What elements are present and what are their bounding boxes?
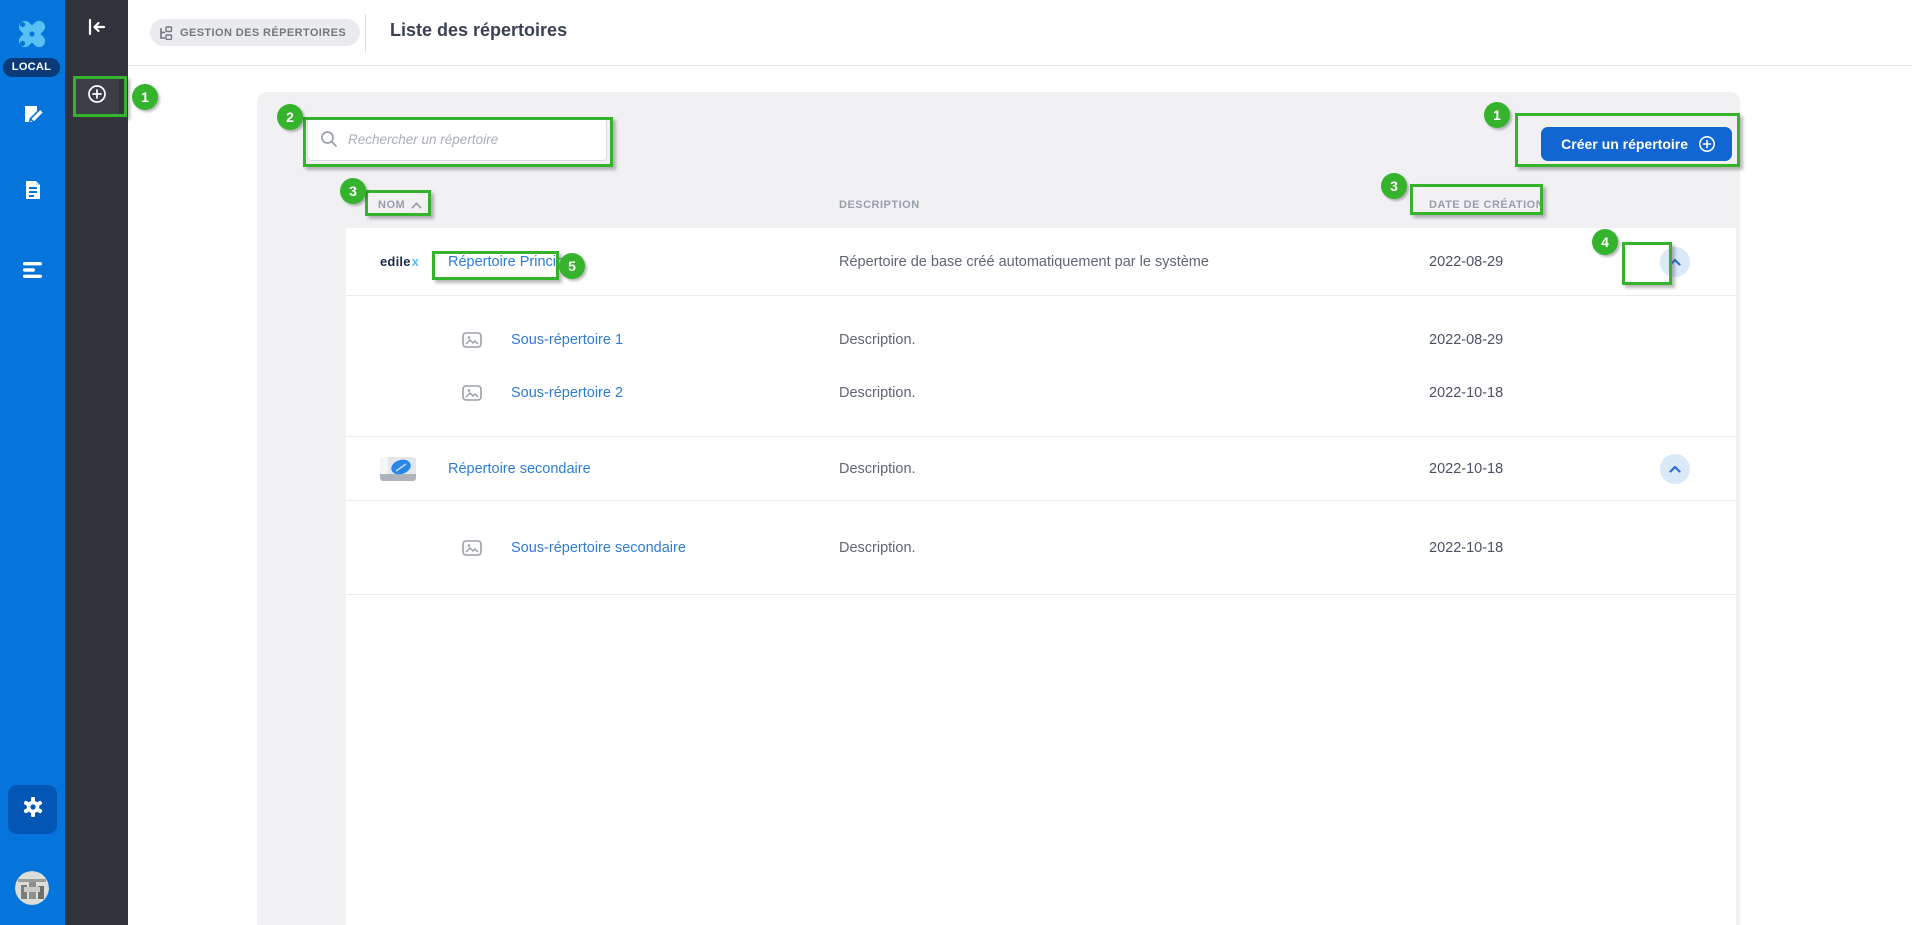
directory-description: Description. bbox=[839, 539, 916, 556]
search-field-wrap bbox=[307, 117, 607, 161]
primary-sidebar: LOCAL bbox=[0, 0, 65, 925]
column-header-nom[interactable]: NOM bbox=[346, 199, 839, 211]
chevron-up-icon bbox=[1669, 465, 1681, 473]
plus-circle-icon bbox=[87, 84, 107, 109]
settings-button[interactable] bbox=[8, 785, 57, 834]
picture-icon bbox=[462, 539, 482, 556]
directory-link[interactable]: Sous-répertoire 1 bbox=[511, 331, 624, 348]
module-badge-label: GESTION DES RÉPERTOIRES bbox=[180, 26, 347, 39]
secondary-sidebar bbox=[65, 0, 128, 925]
column-header-date-creation[interactable]: DATE DE CRÉATION bbox=[1429, 199, 1545, 211]
collapse-row-button[interactable] bbox=[1660, 453, 1690, 484]
directory-date: 2022-08-29 bbox=[1429, 253, 1504, 270]
edilex-text-logo: edile x bbox=[380, 254, 419, 269]
document-icon[interactable] bbox=[0, 168, 65, 212]
directories-panel: Créer un répertoire NOM DESCRIPTION DATE… bbox=[257, 92, 1740, 925]
header-divider bbox=[365, 14, 366, 52]
search-icon bbox=[320, 130, 338, 153]
module-badge[interactable]: GESTION DES RÉPERTOIRES bbox=[150, 19, 361, 46]
table-row: Sous-répertoire 2 Description. 2022-10-1… bbox=[346, 366, 1736, 419]
page-title: Liste des répertoires bbox=[390, 20, 568, 40]
edilex-logo-icon[interactable] bbox=[12, 14, 52, 54]
photo-thumbnail bbox=[380, 456, 448, 481]
directory-date: 2022-10-18 bbox=[1429, 539, 1504, 556]
column-header-description: DESCRIPTION bbox=[839, 199, 920, 211]
subdirectory-group: Sous-répertoire 1 Description. 2022-08-2… bbox=[346, 296, 1736, 437]
directory-date: 2022-10-18 bbox=[1429, 460, 1504, 477]
gear-icon bbox=[22, 796, 44, 823]
chevron-up-icon bbox=[411, 201, 422, 209]
edit-document-icon[interactable] bbox=[0, 93, 65, 137]
annotation-badge: 1 bbox=[132, 84, 158, 110]
table-row: edile x Répertoire Principal Répertoire d… bbox=[346, 228, 1736, 296]
directory-link[interactable]: Sous-répertoire 2 bbox=[511, 384, 624, 401]
directory-description: Description. bbox=[839, 331, 916, 348]
directory-tree-icon bbox=[158, 25, 173, 40]
directory-description: Description. bbox=[839, 460, 916, 477]
collapse-left-icon[interactable] bbox=[80, 10, 113, 43]
list-icon[interactable] bbox=[0, 248, 65, 292]
table-row: Répertoire secondaire Description. 2022-… bbox=[346, 437, 1736, 501]
top-bar: GESTION DES RÉPERTOIRES Liste des répert… bbox=[128, 0, 1912, 66]
table-row: Sous-répertoire 1 Description. 2022-08-2… bbox=[346, 313, 1736, 366]
collapse-row-button[interactable] bbox=[1660, 246, 1690, 277]
create-directory-button[interactable]: Créer un répertoire bbox=[1541, 127, 1732, 161]
table-row: Sous-répertoire secondaire Description. … bbox=[346, 521, 1736, 574]
directory-date: 2022-08-29 bbox=[1429, 331, 1504, 348]
chevron-up-icon bbox=[1669, 258, 1681, 266]
directory-description: Description. bbox=[839, 384, 916, 401]
directories-table: edile x Répertoire Principal Répertoire d… bbox=[346, 228, 1736, 925]
user-avatar[interactable] bbox=[15, 871, 49, 905]
directory-link[interactable]: Répertoire Principal bbox=[448, 253, 576, 270]
create-button-label: Créer un répertoire bbox=[1561, 136, 1688, 152]
add-directory-sidebar-button[interactable] bbox=[75, 78, 119, 115]
environment-badge: LOCAL bbox=[3, 58, 60, 77]
table-header-row: NOM DESCRIPTION DATE DE CRÉATION bbox=[346, 192, 1736, 218]
directory-description: Répertoire de base créé automatiquement … bbox=[839, 253, 1209, 270]
search-input[interactable] bbox=[307, 117, 607, 161]
directory-link[interactable]: Sous-répertoire secondaire bbox=[511, 539, 686, 556]
plus-circle-icon bbox=[1698, 135, 1716, 153]
subdirectory-group: Sous-répertoire secondaire Description. … bbox=[346, 501, 1736, 595]
directory-date: 2022-10-18 bbox=[1429, 384, 1504, 401]
picture-icon bbox=[462, 384, 482, 401]
directory-link[interactable]: Répertoire secondaire bbox=[448, 460, 591, 477]
picture-icon bbox=[462, 331, 482, 348]
